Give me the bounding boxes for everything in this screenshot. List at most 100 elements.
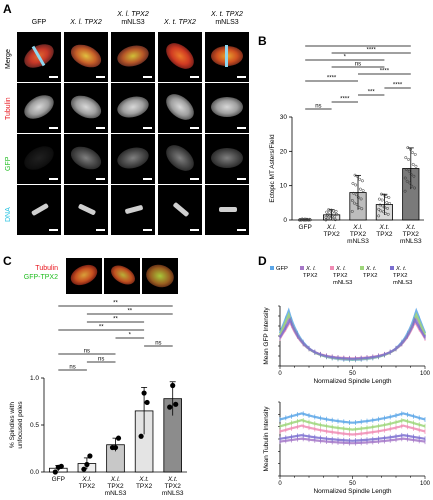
- data-point: [324, 218, 328, 222]
- x-tick-label: 100: [420, 481, 431, 487]
- data-point: [408, 181, 412, 185]
- panel-c-legend: Tubulin GFP-TPX2: [18, 264, 58, 282]
- category-label: TPX2: [376, 231, 393, 238]
- category-label: X.t.: [405, 224, 416, 231]
- data-point: [329, 208, 333, 212]
- data-point: [386, 206, 389, 210]
- category-label: X.l.: [352, 224, 363, 231]
- legend-label: X. t.: [365, 266, 376, 272]
- data-point: [303, 217, 307, 221]
- data-point: [411, 162, 415, 166]
- legend-label: TPX2: [333, 273, 348, 279]
- y-tick-label: 30: [280, 114, 288, 121]
- data-point: [407, 157, 410, 161]
- y-axis-label: Mean GFP Intensity: [263, 307, 270, 365]
- scale-bar: [143, 178, 152, 180]
- category-label: GFP: [52, 476, 65, 483]
- data-point: [350, 199, 354, 202]
- micrograph-gfp-x-l-tpx2-mnls3: [111, 134, 155, 184]
- data-point: [353, 173, 357, 177]
- x-tick-label: 100: [420, 371, 431, 377]
- legend-swatch-x-t-tpx2: [360, 266, 364, 270]
- column-header-x-l-tpx2: X. l. TPX2: [64, 19, 108, 27]
- row-label-tubulin: Tubulin: [5, 97, 12, 120]
- tubulin-intensity-line-chart: 0 50 100 Normalized Spindle Length Mean Tubu…: [263, 401, 431, 495]
- column-header-line: GFP: [31, 19, 47, 26]
- column-header-x-t-tpx2-mnls3: X. t. TPX2 mNLS3: [205, 11, 249, 27]
- data-point: [361, 189, 365, 193]
- data-point: [358, 177, 362, 181]
- y-axis-label-line: Ectopic MT Asters/Field: [269, 134, 276, 203]
- scale-bar: [49, 178, 58, 180]
- significance-label: ns: [315, 104, 321, 110]
- data-point: [324, 215, 328, 219]
- data-point: [355, 203, 359, 207]
- data-point: [170, 382, 176, 389]
- category-label: mNLS3: [105, 490, 127, 497]
- column-header-line: X. t. TPX2: [164, 19, 196, 26]
- legend-label: mNLS3: [333, 280, 352, 286]
- spindle-thumbnail-1: [66, 258, 102, 294]
- column-header-line: X. l. TPX2: [117, 11, 149, 18]
- row-label-merge: Merge: [5, 49, 12, 69]
- micrograph-merge-x-t-tpx2-mnls3: [205, 32, 249, 82]
- spindle-signal: [67, 40, 105, 72]
- chromosome-plate: [225, 45, 228, 67]
- y-axis-label: Mean Tubulin Intensity: [263, 406, 270, 472]
- data-point: [329, 217, 333, 220]
- column-header-line: mNLS3: [121, 19, 145, 26]
- category-label: X.l.: [81, 476, 92, 483]
- data-point: [379, 209, 383, 213]
- series-line-gfp: [279, 412, 426, 424]
- data-point: [381, 204, 385, 208]
- x-axis-label: Normalized Spindle Length: [313, 488, 391, 495]
- data-point: [52, 469, 58, 475]
- micrograph-gfp-x-t-tpx2: [158, 134, 202, 184]
- data-point: [409, 172, 413, 176]
- series-line-gfp: [278, 307, 427, 362]
- data-point: [112, 444, 119, 451]
- spindle-signal: [30, 202, 50, 217]
- column-header-line: mNLS3: [215, 19, 239, 26]
- data-point: [352, 201, 356, 205]
- series-line-x-t-tpx2: [278, 311, 427, 361]
- y-axis-label: % Spindles with unfocused poles: [9, 401, 24, 449]
- scale-bar: [190, 127, 199, 129]
- category-label: mNLS3: [347, 238, 369, 245]
- micrograph-merge-gfp: [17, 32, 61, 82]
- micrograph-gfp-x-t-tpx2-mnls3: [205, 134, 249, 184]
- data-point: [409, 148, 413, 151]
- scale-bar: [237, 76, 246, 78]
- micrograph-tubulin-x-t-tpx2-mnls3: [205, 83, 249, 133]
- category-label: X.t.: [167, 476, 178, 483]
- micrograph-tubulin-x-l-tpx2-mnls3: [111, 83, 155, 133]
- legend-gfp-tpx2: GFP-TPX2: [23, 274, 58, 281]
- data-point: [403, 176, 407, 180]
- spindle-signal: [161, 38, 199, 74]
- micrograph-tubulin-x-l-tpx2: [64, 83, 108, 133]
- significance-label: *: [129, 333, 132, 339]
- gfp-intensity-line-chart: 0 50 100 Normalized Spindle Length Mean GFP …: [263, 305, 431, 385]
- significance-label: ns: [355, 62, 361, 68]
- legend-label: TPX2: [363, 273, 378, 279]
- data-point: [334, 209, 338, 213]
- panel-a-letter: A: [3, 2, 12, 16]
- scale-bar: [190, 229, 199, 231]
- x-tick-label: 50: [349, 371, 356, 377]
- data-point: [354, 193, 358, 197]
- significance-label: ***: [368, 90, 376, 96]
- micrograph-tubulin-gfp: [17, 83, 61, 133]
- category-label: GFP: [299, 224, 312, 231]
- significance-label: *: [344, 55, 347, 61]
- y-axis-label: Ectopic MT Asters/Field: [269, 134, 276, 203]
- significance-label: ****: [340, 97, 350, 103]
- significance-label: ****: [380, 69, 390, 75]
- data-point: [81, 466, 87, 472]
- y-axis-label-line: % Spindles with: [9, 402, 16, 448]
- data-point: [357, 205, 361, 209]
- category-label: mNLS3: [400, 238, 422, 245]
- x-tick-label: 0: [278, 481, 282, 487]
- spindle-signal: [114, 144, 152, 172]
- column-header-x-l-tpx2-mnls3: X. l. TPX2 mNLS3: [111, 11, 155, 27]
- spindle-signal: [161, 140, 199, 176]
